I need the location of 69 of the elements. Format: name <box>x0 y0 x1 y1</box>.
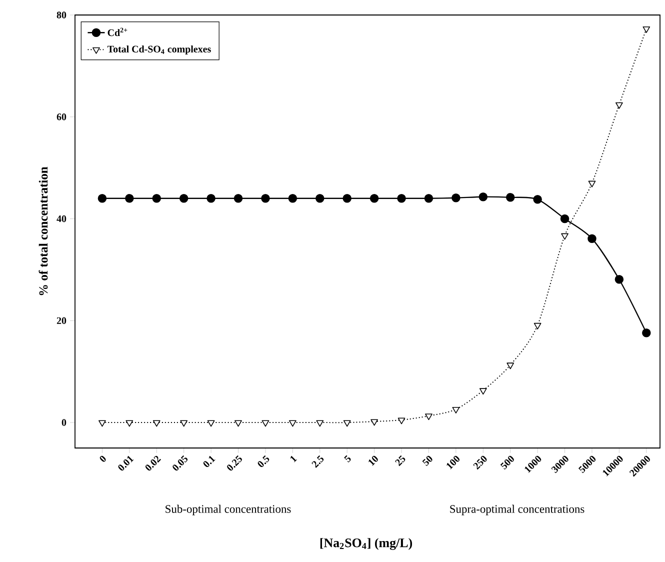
point <box>98 194 107 203</box>
point <box>179 194 188 203</box>
point <box>152 420 160 427</box>
point <box>642 26 650 33</box>
point <box>478 192 488 202</box>
point <box>424 194 434 203</box>
point <box>561 233 568 240</box>
x-tick-label: 250 <box>473 456 487 470</box>
point <box>316 194 324 203</box>
point <box>588 234 596 244</box>
point <box>616 102 623 109</box>
y-tick-label: 60 <box>56 114 66 120</box>
point <box>614 275 624 284</box>
point <box>642 328 651 338</box>
text: Supra-optimal concentrations <box>450 504 584 516</box>
point <box>479 388 487 395</box>
x-tick-label: 5 <box>344 455 351 462</box>
text: Sub-optimal concentrations <box>166 504 291 516</box>
x-tick-label: 25 <box>395 455 406 466</box>
point <box>152 194 162 203</box>
x-tick-label: 0.01 <box>118 456 134 471</box>
legend-label: Cd$^{2+}$ <box>108 28 128 36</box>
x-tick-label: 1 <box>290 456 297 462</box>
x-tick-label: 0.02 <box>145 456 162 471</box>
x-tick-label: 0.25 <box>227 455 242 471</box>
x-tick-label: 10 <box>368 456 378 466</box>
point <box>506 362 514 370</box>
point <box>452 406 460 414</box>
point <box>234 194 243 203</box>
point <box>126 420 134 427</box>
point <box>452 193 460 202</box>
point <box>534 322 542 330</box>
point <box>342 194 352 203</box>
y-tick-label: 20 <box>56 317 66 324</box>
y-tick-label: 0 <box>62 419 66 426</box>
point <box>207 420 215 427</box>
x-tick-label: 0.1 <box>203 456 216 468</box>
point <box>316 420 324 427</box>
point <box>506 192 515 202</box>
point <box>180 420 188 427</box>
y-axis-title: % of total concentration <box>38 166 48 296</box>
point <box>588 180 596 188</box>
x-tick-label: 500 <box>500 456 514 470</box>
point <box>343 420 351 427</box>
point <box>234 420 242 427</box>
point <box>560 214 570 224</box>
x-tick-label: 0.5 <box>258 455 270 468</box>
x-tick-label: 0 <box>100 456 106 462</box>
x-tick-label: 2.5 <box>312 455 324 468</box>
point <box>261 194 270 203</box>
y-tick-label: 40 <box>56 215 66 222</box>
point <box>370 419 378 426</box>
x-axis-title: [Na$_{2}$SO$_{4}$] (mg/L) <box>320 538 412 550</box>
point <box>288 194 298 203</box>
x-tick-label: 50 <box>422 456 432 466</box>
x-tick-label: 100 <box>446 456 460 470</box>
legend-label: Total Cd-SO$_{4}$ complexes <box>107 45 211 54</box>
point <box>533 195 542 204</box>
point <box>206 194 216 203</box>
point <box>98 420 106 427</box>
y-tick-label: 80 <box>56 12 66 18</box>
point <box>425 414 432 420</box>
point <box>125 194 134 203</box>
point <box>398 418 406 424</box>
point <box>397 194 406 203</box>
point <box>289 420 296 427</box>
x-tick-label: 0.05 <box>172 455 188 471</box>
point <box>262 420 270 427</box>
point <box>370 194 379 203</box>
